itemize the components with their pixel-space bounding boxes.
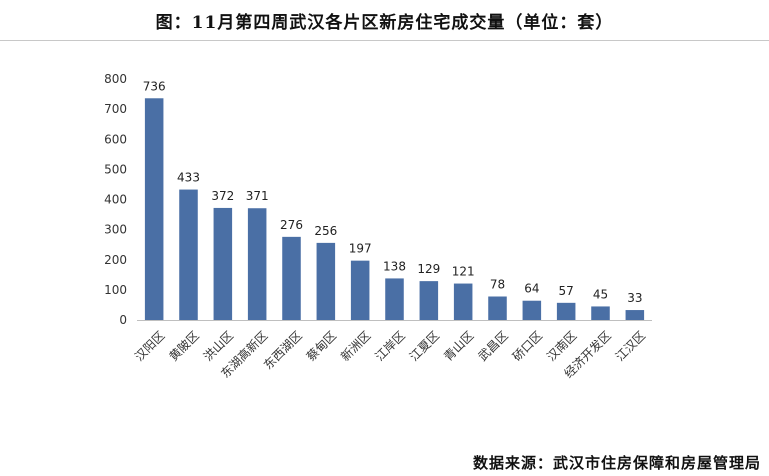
- x-axis-labels: 汉阳区黄陂区洪山区东湖高新区东西湖区蔡甸区新洲区江岸区江夏区青山区武昌区硚口区汉…: [132, 328, 648, 381]
- x-tick-label: 新洲区: [337, 328, 373, 364]
- y-tick-label: 300: [104, 223, 127, 237]
- y-tick-label: 600: [104, 132, 127, 146]
- x-tick-label: 黄陂区: [166, 328, 202, 364]
- bars: 736 433 372 371 276 256 197 138 129 121 78 64 57 45 33: [143, 79, 645, 320]
- data-label: 736: [143, 79, 166, 93]
- data-label: 121: [452, 265, 475, 279]
- bar: [247, 208, 267, 320]
- chart-title: 图：11月第四周武汉各片区新房住宅成交量（单位：套）: [155, 13, 614, 33]
- title-divider: [0, 40, 769, 41]
- bar: [453, 283, 473, 320]
- x-tick-label: 武昌区: [475, 328, 510, 363]
- data-label: 256: [314, 224, 337, 238]
- bar: [556, 302, 576, 320]
- y-tick-label: 700: [104, 102, 127, 116]
- bar: [350, 260, 370, 320]
- y-tick-label: 100: [104, 283, 127, 297]
- x-tick-label: 江夏区: [407, 328, 442, 363]
- bar: [625, 310, 645, 320]
- bar: [522, 300, 542, 320]
- bar: [282, 236, 301, 320]
- y-tick-label: 200: [104, 253, 127, 267]
- x-tick-label: 汉阳区: [132, 328, 167, 363]
- bar: [179, 189, 198, 320]
- y-axis: 0 100 200 300 400 500 600 700 800: [104, 72, 127, 327]
- bar: [385, 278, 404, 320]
- data-label: 129: [417, 262, 440, 276]
- data-source: 数据来源：武汉市住房保障和房屋管理局: [472, 454, 761, 472]
- x-tick-label: 青山区: [441, 328, 476, 363]
- x-tick-label: 硚口区: [510, 328, 545, 363]
- bar: [419, 281, 439, 320]
- bar: [213, 207, 233, 320]
- y-tick-label: 0: [119, 313, 127, 327]
- y-tick-label: 400: [104, 193, 127, 207]
- x-tick-label: 江岸区: [372, 328, 407, 363]
- bar: [144, 98, 164, 320]
- data-label: 45: [593, 287, 608, 301]
- data-label: 197: [349, 242, 372, 256]
- y-tick-label: 500: [104, 162, 127, 176]
- data-label: 64: [524, 282, 539, 296]
- data-label: 78: [490, 278, 505, 292]
- x-tick-label: 东西湖区: [260, 328, 305, 373]
- data-label: 276: [280, 218, 303, 232]
- data-label: 433: [177, 171, 200, 185]
- x-tick-label: 江汉区: [613, 328, 648, 363]
- bar: [488, 296, 507, 320]
- data-label: 57: [559, 284, 574, 298]
- data-label: 371: [246, 189, 269, 203]
- bar: [316, 242, 336, 320]
- data-label: 138: [383, 259, 406, 273]
- x-tick-label: 蔡甸区: [304, 328, 339, 363]
- data-label: 33: [627, 291, 642, 305]
- data-label: 372: [211, 189, 234, 203]
- bar: [591, 306, 610, 320]
- y-tick-label: 800: [104, 72, 127, 86]
